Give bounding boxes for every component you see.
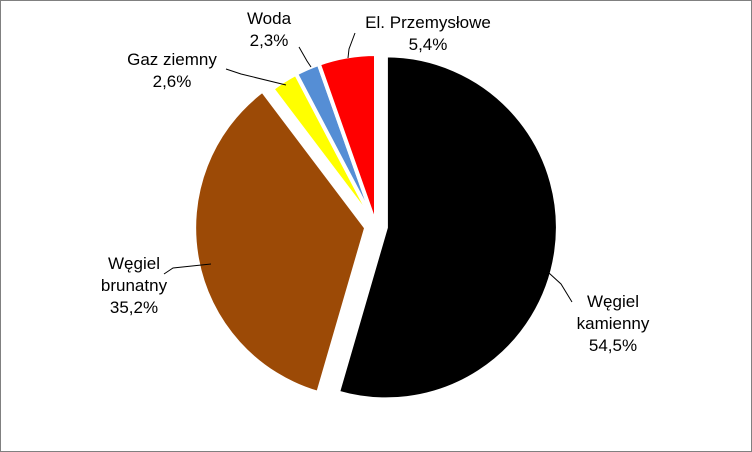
slice-name-label: Węgiel	[587, 292, 639, 311]
slice-label: Węgiel kamienny 54,5%	[577, 292, 650, 355]
leader-line	[163, 263, 212, 275]
leader-line	[225, 68, 287, 86]
pie-slice	[192, 87, 369, 396]
slice-name-label: kamienny	[577, 314, 650, 333]
slice-name-label: Gaz ziemny	[127, 50, 217, 69]
slice-label: Woda 2,3%	[247, 9, 292, 50]
slice-name-label: brunatny	[101, 276, 168, 295]
slice-value-label: 54,5%	[589, 336, 637, 355]
slice-name-label: Woda	[247, 9, 292, 28]
leader-line	[537, 262, 573, 303]
slice-value-label: 5,4%	[409, 35, 448, 54]
pie-slice	[316, 51, 378, 227]
pie-slices	[192, 51, 560, 402]
slice-value-label: 2,3%	[250, 31, 289, 50]
slice-value-label: 2,6%	[153, 72, 192, 91]
slice-value-label: 35,2%	[110, 298, 158, 317]
slice-label: Węgiel brunatny 35,2%	[101, 254, 168, 317]
slice-label: El. Przemysłowe 5,4%	[365, 13, 491, 54]
leader-line	[347, 32, 356, 59]
slice-name-label: El. Przemysłowe	[365, 13, 491, 32]
slice-label: Gaz ziemny 2,6%	[127, 50, 217, 91]
pie-slice	[335, 53, 560, 402]
leader-lines	[163, 32, 573, 303]
leader-line	[298, 46, 312, 68]
slice-labels: Węgiel kamienny 54,5% Węgiel brunatny 35,2% Ga…	[101, 9, 650, 355]
slice-name-label: Węgiel	[108, 254, 160, 273]
